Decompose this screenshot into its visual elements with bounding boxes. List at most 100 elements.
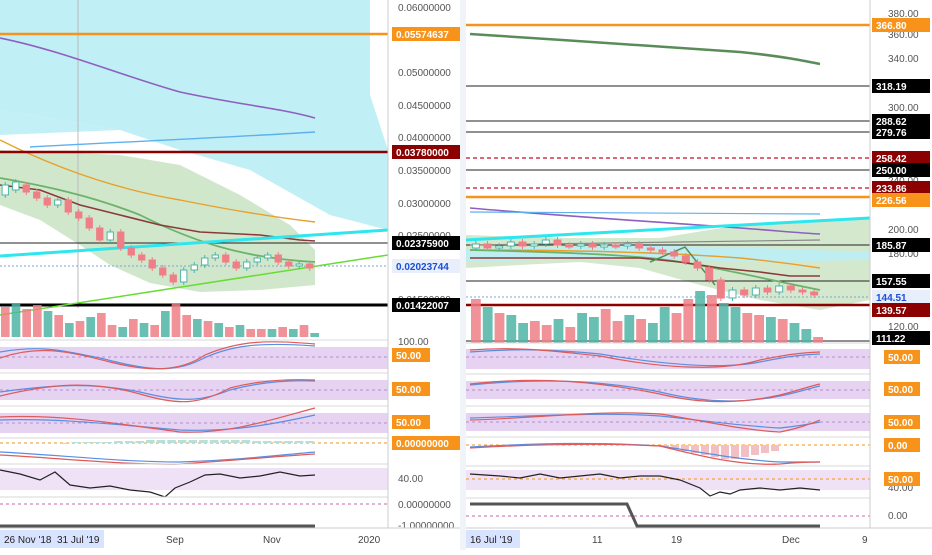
svg-text:226.56: 226.56 <box>876 196 907 207</box>
macd-histogram-bar <box>741 445 749 457</box>
price-badge-level-250: 250.00 <box>872 163 930 177</box>
volume-bar <box>707 295 717 343</box>
volume-bar <box>150 325 159 337</box>
volume-bar <box>777 319 788 343</box>
candle-body <box>786 285 795 291</box>
volume-bar <box>118 327 127 337</box>
volume-bar <box>171 303 181 337</box>
candle-body <box>295 263 303 267</box>
svg-text:0.00: 0.00 <box>888 441 908 452</box>
ma-purple <box>0 37 316 119</box>
svg-text:366.80: 366.80 <box>876 21 907 32</box>
candle-body <box>243 261 251 269</box>
svg-text:50.00: 50.00 <box>396 418 421 429</box>
right-time-axis[interactable]: 16 Jul '19 11 19 Dec 9 <box>466 527 932 550</box>
rsi-panel <box>466 470 870 497</box>
left-chart-pane[interactable] <box>0 0 388 528</box>
candle-body <box>201 257 209 266</box>
osc-tick-label: 40.00 <box>888 483 913 494</box>
svg-text:50.00: 50.00 <box>888 353 913 364</box>
volume-bar <box>11 303 21 337</box>
left-time-axis[interactable]: 26 Nov '18 31 Jul '19 Sep Nov 2020 <box>0 527 460 550</box>
volume-bar <box>565 327 576 343</box>
candle-body <box>483 243 492 249</box>
volume-bar <box>577 313 587 343</box>
time-label-start: 16 Jul '19 <box>470 535 513 546</box>
macd-histogram-bar <box>103 442 113 443</box>
osc-badge: 0.00 <box>884 438 920 452</box>
pane-divider[interactable] <box>460 0 466 550</box>
svg-text:258.42: 258.42 <box>876 154 907 165</box>
volume-bar <box>600 309 611 343</box>
price-badge-current-price: 0.02023744 <box>392 259 460 273</box>
volume-bar <box>801 329 812 343</box>
osc-tick-label: 0.00 <box>888 511 908 522</box>
candle-body <box>600 244 609 248</box>
right-price-axis[interactable]: 380.00360.00340.00300.00240.00200.00180.… <box>869 0 932 528</box>
candle-body <box>611 244 620 248</box>
candle-body <box>541 239 550 245</box>
candle-body <box>138 254 146 261</box>
candle-body <box>54 199 62 206</box>
volume-bar <box>107 325 117 337</box>
osc-badge: 50.00 <box>884 350 920 364</box>
volume-bar <box>75 321 85 337</box>
volume-bar <box>203 321 213 337</box>
macd-histogram-bar <box>284 441 293 443</box>
time-label-2020: 2020 <box>358 535 381 546</box>
volume-bar <box>257 329 266 337</box>
candle-body <box>623 243 632 247</box>
ma-purple <box>469 207 821 235</box>
macd-histogram-bar <box>252 441 261 443</box>
volume-bar <box>530 321 540 343</box>
svg-text:233.86: 233.86 <box>876 184 907 195</box>
osc-badge: 50.00 <box>884 472 920 486</box>
left-price-axis[interactable]: 0.06000000 0.05000000 0.04500000 0.04000000… <box>387 0 460 532</box>
time-label-dec: Dec <box>782 535 800 546</box>
candle-body <box>728 289 737 299</box>
cloud-band-cyan <box>0 0 388 230</box>
volume-bar <box>813 337 823 343</box>
time-label-start-2: 31 Jul '19 <box>57 535 100 546</box>
candle-body <box>506 241 515 247</box>
macd-histogram-bar <box>731 445 739 459</box>
macd-histogram-bar <box>71 442 81 443</box>
candle-body <box>106 231 114 241</box>
volume-bar <box>612 321 623 343</box>
volume-bar <box>742 313 753 343</box>
volume-bar <box>636 319 646 343</box>
volume-bar <box>86 317 95 337</box>
trendline-darkgreen <box>649 246 716 286</box>
volume-bar <box>471 299 481 343</box>
svg-text:288.62: 288.62 <box>876 117 907 128</box>
osc-badge: 0.00000000 <box>392 436 460 450</box>
candle-body <box>705 267 714 281</box>
price-tick-label: 300.00 <box>888 103 919 114</box>
svg-text:50.00: 50.00 <box>888 418 913 429</box>
price-tick-label: 360.00 <box>888 30 919 41</box>
candle-body <box>471 243 480 249</box>
candle-body <box>1 184 9 196</box>
macd-histogram-bar <box>241 440 251 443</box>
candle-body <box>232 261 240 269</box>
svg-text:0.02375900: 0.02375900 <box>396 239 449 250</box>
time-label-11: 11 <box>592 535 603 546</box>
time-label-9: 9 <box>862 535 868 546</box>
candle-body <box>798 289 807 293</box>
right-chart-pane[interactable] <box>466 23 870 528</box>
svg-text:0.03780000: 0.03780000 <box>396 148 449 159</box>
price-tick-label: 340.00 <box>888 54 919 65</box>
price-badge-current-price: 144.51 <box>872 290 930 304</box>
volume-bar <box>494 313 505 343</box>
svg-text:50.00: 50.00 <box>888 475 913 486</box>
svg-text:50.00: 50.00 <box>396 351 421 362</box>
price-tick-label: 0.04000000 <box>398 133 451 144</box>
volume-bar <box>193 319 202 337</box>
candlestick-series <box>471 237 819 301</box>
price-badge-black-level-upper: 0.02375900 <box>392 236 460 250</box>
candle-body <box>495 245 504 249</box>
price-tick-label: 0.05000000 <box>398 68 451 79</box>
oscillator-panel-2 <box>466 379 870 403</box>
macd-histogram-bar <box>711 445 719 457</box>
price-tick-label: 0.03500000 <box>398 166 451 177</box>
